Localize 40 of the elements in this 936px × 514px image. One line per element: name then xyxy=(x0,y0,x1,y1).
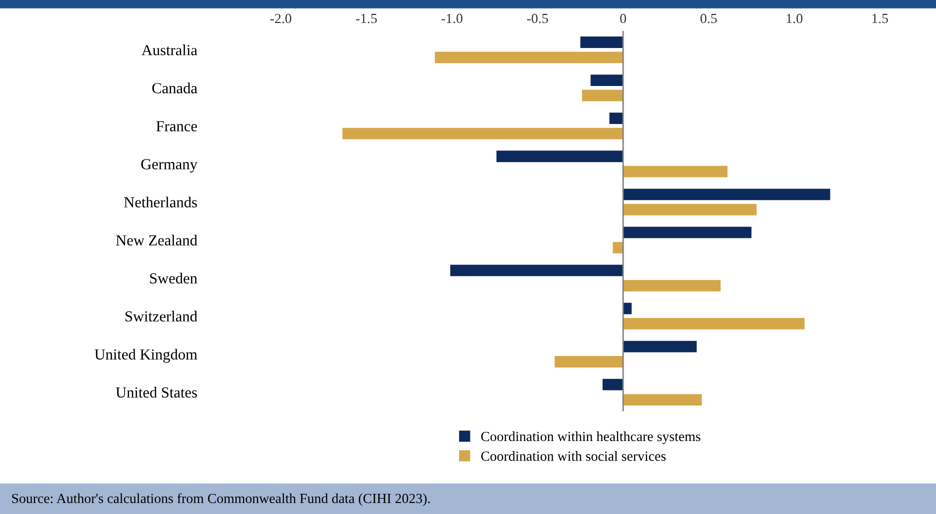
bar xyxy=(609,112,624,124)
bar xyxy=(434,52,624,64)
y-tick-label: Switzerland xyxy=(126,310,198,322)
x-tick-label: -2.0 xyxy=(270,14,292,24)
bar xyxy=(623,188,830,200)
source-note: Source: Author's calculations from Commonwealth Fund data (CIHI 2023). xyxy=(12,493,430,506)
bar xyxy=(496,150,624,162)
bar xyxy=(612,242,624,254)
y-tick-label: United Kingdom xyxy=(94,348,198,363)
x-tick-label: 1.5 xyxy=(872,14,888,24)
x-tick-label: 0 xyxy=(620,14,626,24)
y-tick-label: Sweden xyxy=(150,272,198,284)
bar xyxy=(590,74,624,86)
x-tick-label: 0.5 xyxy=(700,14,717,24)
bar xyxy=(342,128,624,140)
y-tick-label: France xyxy=(156,121,197,132)
y-tick-label: United States xyxy=(116,386,197,398)
y-tick-label: Australia xyxy=(142,44,198,56)
x-tick-label: -1.5 xyxy=(356,14,377,24)
x-tick-label: -1.0 xyxy=(441,14,462,24)
bar xyxy=(623,394,702,406)
y-tick-label: Netherlands xyxy=(124,196,197,208)
bar xyxy=(623,340,697,352)
y-tick-label: New Zealand xyxy=(116,234,198,246)
bar xyxy=(623,280,721,292)
y-tick-label: Germany xyxy=(141,159,198,173)
bar xyxy=(602,378,624,390)
legend-label: Coordination within healthcare systems xyxy=(481,431,700,444)
bar xyxy=(623,318,805,330)
bar xyxy=(554,356,624,368)
x-tick-label: 1.0 xyxy=(786,14,802,24)
bar xyxy=(623,166,728,178)
bar xyxy=(450,264,624,276)
bar xyxy=(580,36,624,48)
bar xyxy=(582,90,624,102)
bar xyxy=(623,226,752,238)
x-tick-label: -0.5 xyxy=(527,14,548,24)
bar xyxy=(623,204,757,216)
legend-label: Coordination with social services xyxy=(481,451,666,461)
y-tick-label: Canada xyxy=(152,82,198,94)
